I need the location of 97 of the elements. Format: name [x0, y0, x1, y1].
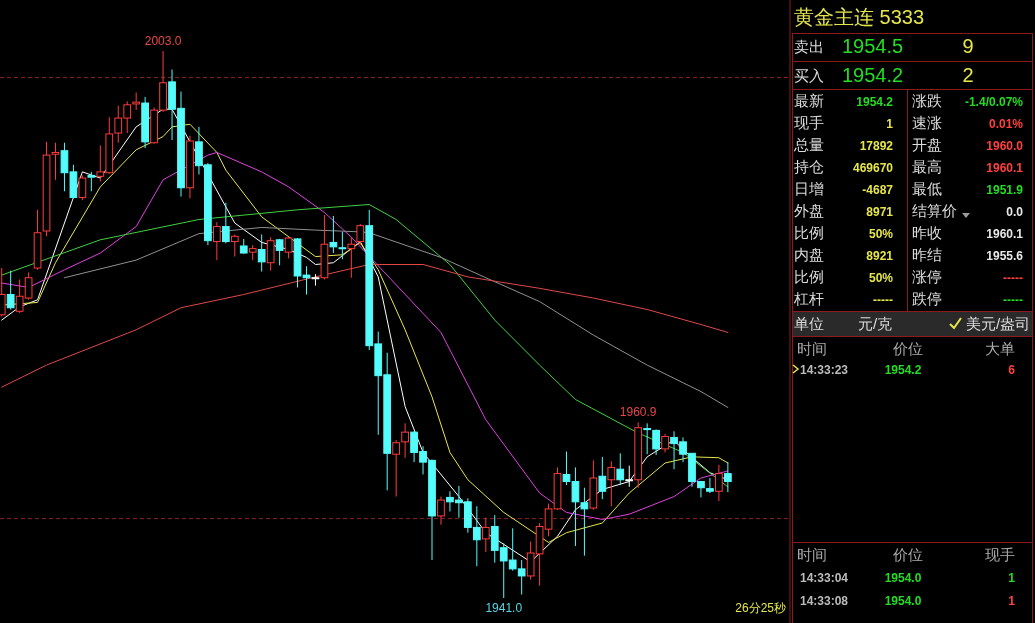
text: 昨收 — [912, 224, 942, 242]
candlestick — [598, 456, 607, 500]
text: 杠杆 — [793, 290, 824, 308]
candlestick — [625, 465, 634, 488]
candlestick — [6, 270, 15, 310]
text: 1954.2 — [842, 64, 904, 86]
candlestick — [437, 496, 445, 526]
annotation: 1941.0 — [485, 601, 523, 615]
text: 1954.0 — [884, 571, 922, 585]
candlestick — [616, 452, 625, 486]
candlestick — [715, 464, 723, 502]
text: 1 — [886, 117, 894, 132]
candlestick — [607, 460, 616, 507]
text: 1951.9 — [986, 183, 1024, 198]
text: 黄金主连 5333 — [794, 6, 925, 28]
text: ----- — [1003, 293, 1023, 308]
text: 现手 — [794, 114, 824, 132]
text: 时间 — [797, 340, 827, 357]
text: 1960.1 — [986, 227, 1024, 242]
candlestick — [723, 461, 732, 493]
text: 1954.0 — [884, 594, 922, 608]
text: 6 — [1008, 363, 1016, 377]
text: 总量 — [793, 136, 824, 154]
candlestick — [580, 487, 589, 557]
text: 现手 — [985, 546, 1015, 563]
text: 美元/盎司 — [966, 315, 1031, 332]
text: -4687 — [862, 183, 894, 198]
candlestick — [221, 202, 230, 244]
candlestick — [257, 234, 266, 273]
text: 卖出 — [794, 38, 824, 55]
text: 结算价 — [912, 202, 957, 220]
annotation: 1960.9 — [619, 405, 657, 420]
text: 0.0 — [1006, 205, 1024, 220]
text: 单位 — [794, 315, 824, 332]
text: 1 — [1008, 594, 1016, 608]
candlestick — [392, 439, 401, 498]
candlestick — [481, 517, 490, 553]
candlestick — [643, 422, 652, 455]
text: 1954.2 — [884, 363, 922, 377]
text: 开盘 — [912, 136, 942, 154]
candlestick — [311, 273, 320, 287]
text: 1960.1 — [986, 161, 1024, 176]
candlestick — [266, 236, 275, 272]
text: 大单 — [985, 340, 1015, 357]
candlestick — [356, 223, 365, 246]
text: 469670 — [852, 161, 894, 176]
candlestick — [275, 238, 284, 266]
text: 9 — [962, 35, 974, 57]
text: 时间 — [797, 546, 827, 563]
text: 14:33:08 — [800, 594, 849, 608]
text: 1955.6 — [986, 249, 1024, 264]
text: 1 — [1008, 571, 1016, 585]
text: 持仓 — [794, 158, 824, 176]
text: 8921 — [866, 249, 894, 264]
text: 14:33:23 — [800, 363, 849, 377]
text: ----- — [1003, 271, 1023, 286]
text: 买入 — [794, 67, 824, 84]
text: 50% — [868, 227, 894, 242]
text: 26分25秒 — [735, 601, 786, 615]
text: 价位 — [892, 546, 923, 563]
candlestick — [347, 236, 356, 279]
text: 2 — [962, 64, 974, 86]
text: 0.01% — [988, 117, 1024, 132]
text: 日增 — [794, 180, 824, 198]
text: 最低 — [912, 180, 942, 198]
text: 最高 — [912, 158, 942, 176]
text: 1960.0 — [986, 139, 1024, 154]
candlestick — [78, 174, 87, 201]
text: -1.4/0.07% — [964, 95, 1024, 109]
text: 比例 — [794, 224, 824, 242]
text: 内盘 — [794, 246, 824, 264]
text: 昨结 — [912, 246, 942, 264]
text: 价位 — [892, 340, 923, 357]
text: 元/克 — [858, 315, 893, 332]
candlestick — [652, 428, 660, 456]
candlestick — [213, 221, 221, 261]
candlestick — [87, 171, 96, 192]
text: 14:33:04 — [800, 571, 849, 585]
text: 1954.2 — [856, 95, 894, 109]
text: 跌停 — [912, 290, 942, 308]
candlestick — [401, 422, 409, 459]
candlestick — [284, 236, 293, 259]
annotation: 2003.0 — [144, 34, 182, 48]
text: 外盘 — [794, 202, 824, 220]
text: 8971 — [866, 205, 894, 220]
text: 速涨 — [912, 114, 942, 132]
text: 17892 — [859, 139, 894, 154]
text: 涨停 — [912, 268, 942, 286]
text: 50% — [868, 271, 894, 286]
text: 比例 — [794, 268, 824, 286]
candlestick — [706, 477, 714, 494]
text: 最新 — [794, 92, 824, 109]
text: ----- — [873, 293, 893, 308]
candlestick — [661, 433, 669, 453]
text: 1954.5 — [842, 35, 904, 57]
text: 涨跌 — [912, 92, 942, 109]
candlestick — [230, 234, 239, 258]
